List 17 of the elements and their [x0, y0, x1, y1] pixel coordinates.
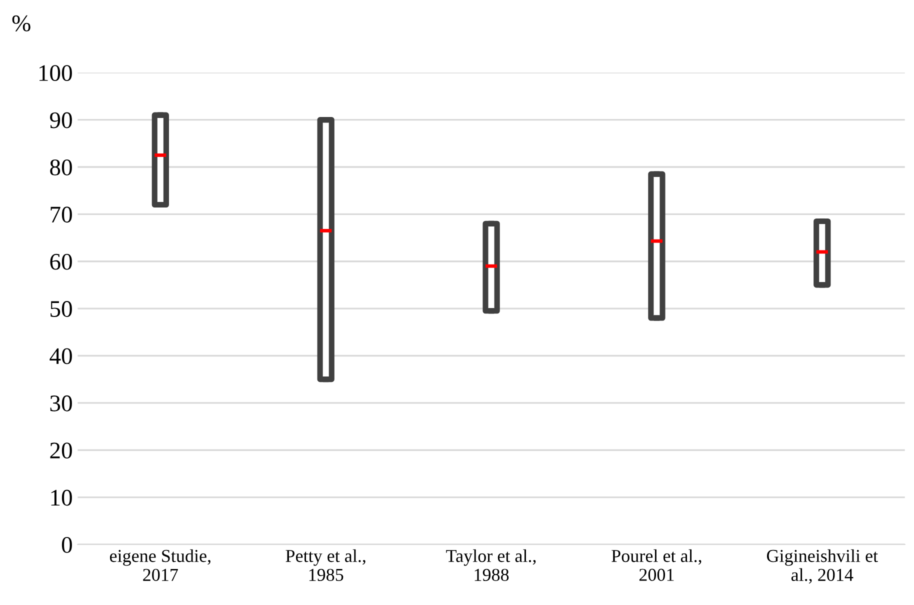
- y-tick-label: 60: [50, 254, 72, 270]
- x-tick-label: Petty et al., 1985: [286, 549, 366, 581]
- y-tick-label: 100: [39, 65, 72, 82]
- x-tick-label: Gigineishvili et al., 2014: [766, 549, 878, 584]
- y-tick-label: 40: [50, 348, 72, 364]
- x-tick-label: eigene Studie, 2017: [110, 549, 210, 581]
- x-tick-label: Taylor et al., 1988: [446, 549, 536, 581]
- x-tick-label: Pourel et al., 2001: [612, 549, 702, 581]
- y-axis-title: %: [12, 15, 30, 32]
- y-tick-label: 10: [51, 490, 72, 506]
- y-tick-label: 30: [50, 395, 72, 412]
- y-tick-label: 80: [50, 159, 72, 176]
- y-tick-label: 20: [50, 442, 72, 459]
- y-tick-label: 70: [50, 206, 72, 223]
- y-tick-label: 50: [50, 301, 72, 317]
- y-tick-label: 0: [62, 536, 72, 553]
- y-tick-label: 90: [50, 112, 72, 128]
